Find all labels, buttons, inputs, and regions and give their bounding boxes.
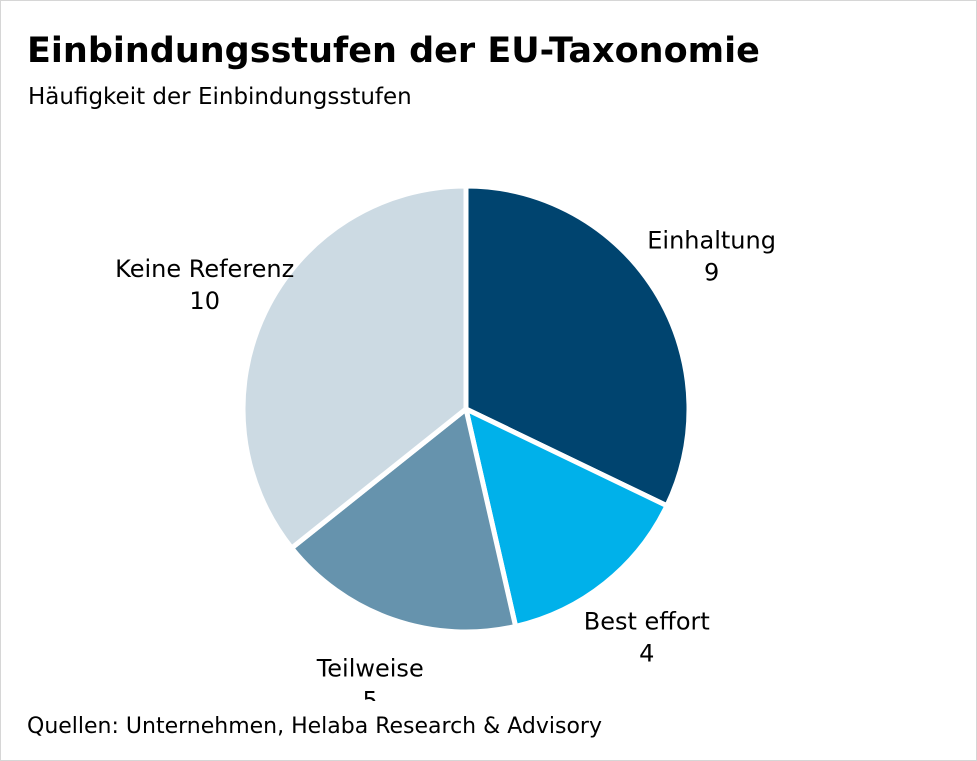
pie-chart: Einhaltung 9 Best effort 4 Teilweise 5 Keine R… (115, 183, 776, 701)
slice-label-einhaltung: Einhaltung (647, 227, 776, 255)
slice-label-best-effort: Best effort (584, 608, 710, 636)
pie-labels: Einhaltung 9 Best effort 4 Teilweise 5 Keine R… (115, 227, 776, 701)
slice-value-einhaltung: 9 (704, 259, 719, 287)
slice-value-keine-referenz: 10 (189, 287, 220, 315)
slice-value-best-effort: 4 (639, 640, 654, 668)
pie-slice-einhaltung (463, 183, 692, 510)
pie-slice-teilweise (288, 404, 519, 635)
slice-value-teilweise: 5 (363, 687, 378, 701)
pie-slices (240, 183, 692, 635)
pie-slice-keine-referenz (240, 183, 469, 552)
chart-title: Einbindungsstufen der EU-Taxonomie (27, 31, 760, 71)
slice-label-teilweise: Teilweise (316, 655, 424, 683)
slice-label-keine-referenz: Keine Referenz (115, 255, 294, 283)
pie-slice-best-effort (462, 404, 671, 630)
source-note: Quellen: Unternehmen, Helaba Research & … (27, 714, 602, 739)
chart-subtitle: Häufigkeit der Einbindungsstufen (28, 84, 412, 110)
